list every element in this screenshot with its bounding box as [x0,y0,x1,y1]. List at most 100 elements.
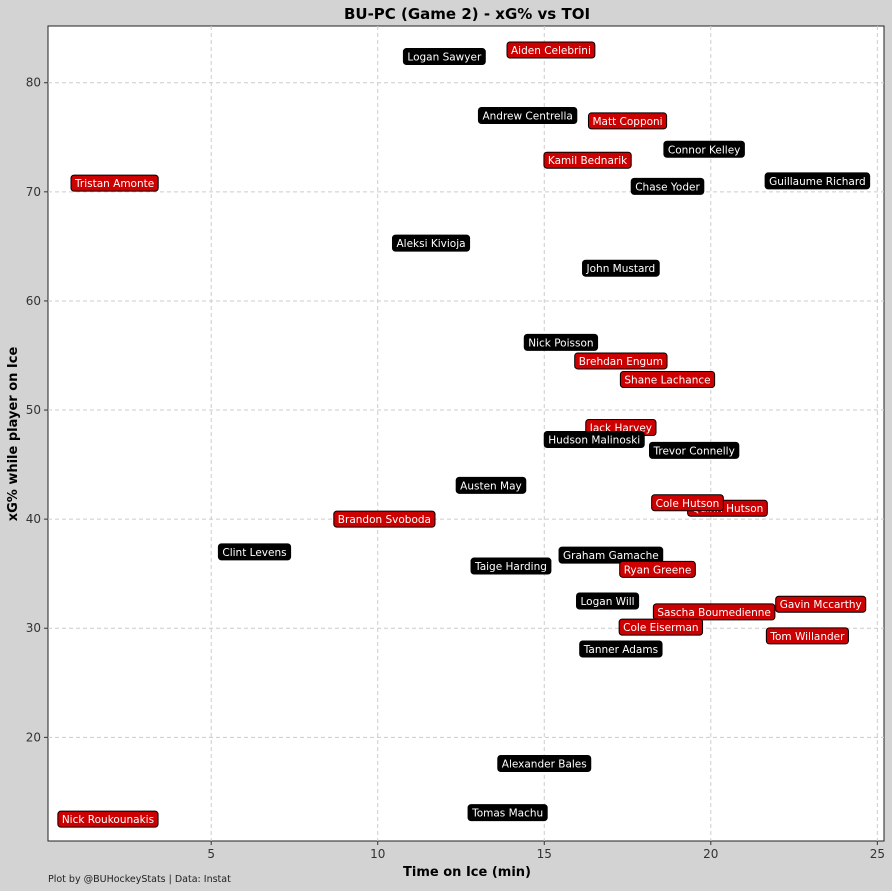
y-tick-label: 70 [26,185,41,199]
x-tick-label: 20 [703,847,718,861]
player-label-ryan-greene: Ryan Greene [619,560,696,578]
label-box [467,804,548,822]
player-name: Ryan Greene [624,564,692,576]
player-label-nick-poisson: Nick Poisson [523,333,599,351]
player-name: Hudson Malinoski [548,435,640,447]
x-tick-label: 25 [870,847,885,861]
player-label-tom-willander: Tom Willander [765,627,849,645]
label-box [579,640,663,658]
player-name: Austen May [460,480,522,492]
player-label-cole-hutson: Cole Hutson [651,494,724,512]
y-tick-label: 60 [26,294,41,308]
label-box [506,41,596,59]
label-box [543,431,645,449]
player-label-john-mustard: John Mustard [582,259,660,277]
player-label-trevor-connelly: Trevor Connelly [649,441,740,459]
label-box [70,174,159,192]
player-label-austen-may: Austen May [455,476,527,494]
player-name: Guillaume Richard [769,176,866,188]
y-tick-label: 30 [26,621,41,635]
y-axis-label: xG% while player on Ice [6,347,21,522]
player-name: Sascha Boumedienne [657,607,771,619]
player-name: Matt Copponi [592,116,662,128]
x-tick-label: 10 [370,847,385,861]
label-box [663,140,745,158]
player-name: Brandon Svoboda [338,514,431,526]
label-box [574,352,668,370]
player-name: Tom Willander [769,631,845,643]
player-name: Graham Gamache [563,550,659,562]
label-box [619,370,716,388]
label-box [649,441,740,459]
player-name: Clint Levens [222,547,286,559]
label-box [576,592,640,610]
player-label-tanner-adams: Tanner Adams [579,640,663,658]
label-box [333,510,436,528]
player-label-kamil-bednarik: Kamil Bednarik [543,151,632,169]
label-box [391,234,471,252]
player-label-tomas-machu: Tomas Machu [467,804,548,822]
player-name: Brehdan Engum [579,356,663,368]
player-label-shane-lachance: Shane Lachance [619,370,716,388]
label-box [765,627,849,645]
player-name: Tanner Adams [583,644,658,656]
plot-panel [47,25,885,842]
player-label-gavin-mccarthy: Gavin Mccarthy [775,595,867,613]
player-label-matt-copponi: Matt Copponi [587,112,668,130]
label-box [217,543,292,561]
player-name: Cole Eiserman [623,622,698,634]
y-tick-label: 50 [26,403,41,417]
player-name: Nick Poisson [528,337,593,349]
player-label-nick-roukounakis: Nick Roukounakis [57,810,159,828]
label-box [651,494,724,512]
label-box [543,151,632,169]
label-box [764,172,871,190]
player-label-alexander-bales: Alexander Bales [497,755,592,773]
player-name: Andrew Centrella [482,110,572,122]
source-caption: Plot by @BUHockeyStats | Data: Instat [48,874,231,885]
player-label-cole-eiserman: Cole Eiserman [618,618,704,636]
player-labels: Aiden Celebrini Logan Sawyer Andrew Centre… [57,41,871,828]
player-name: Logan Will [581,596,635,608]
player-label-clint-levens: Clint Levens [217,543,292,561]
chart-title: BU-PC (Game 2) - xG% vs TOI [344,5,590,23]
player-name: Nick Roukounakis [62,814,154,826]
player-name: Connor Kelley [668,144,740,156]
label-box [630,177,705,195]
label-box [455,476,527,494]
label-box [497,755,592,773]
label-box [587,112,668,130]
label-box [775,595,867,613]
player-label-sascha-boumedienne: Sascha Boumedienne [652,603,776,621]
label-box [619,560,696,578]
player-name: Tristan Amonte [74,178,154,190]
y-tick-label: 40 [26,512,41,526]
label-box [57,810,159,828]
label-box [618,618,704,636]
player-label-aiden-celebrini: Aiden Celebrini [506,41,596,59]
player-label-tristan-amonte: Tristan Amonte [70,174,159,192]
player-label-logan-will: Logan Will [576,592,640,610]
player-name: John Mustard [586,263,656,275]
player-name: Trevor Connelly [653,445,735,457]
player-label-chase-yoder: Chase Yoder [630,177,705,195]
label-box [558,546,664,564]
player-name: Chase Yoder [635,181,700,193]
player-name: Aiden Celebrini [511,45,591,57]
player-label-aleksi-kivioja: Aleksi Kivioja [391,234,471,252]
label-box [470,557,552,575]
player-name: Kamil Bednarik [548,155,628,167]
label-box [402,48,486,66]
player-label-connor-kelley: Connor Kelley [663,140,745,158]
x-tick-label: 15 [537,847,552,861]
player-name: Tomas Machu [471,808,543,820]
y-axis-ticks: 20 30 40 50 60 70 80 [26,76,48,744]
player-name: Cole Hutson [656,498,720,510]
player-name: Aleksi Kivioja [396,238,465,250]
player-label-brehdan-engum: Brehdan Engum [574,352,668,370]
label-box [582,259,660,277]
player-label-hudson-malinoski: Hudson Malinoski [543,431,645,449]
player-label-taige-harding: Taige Harding [470,557,552,575]
player-name: Alexander Bales [502,759,587,771]
